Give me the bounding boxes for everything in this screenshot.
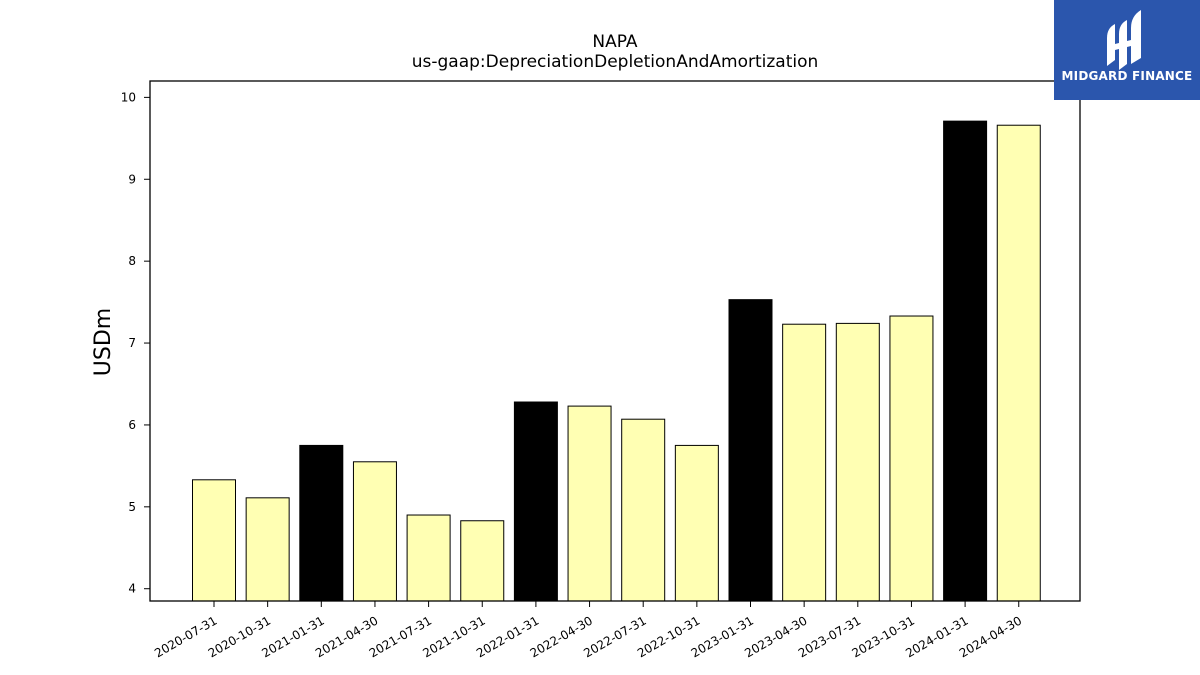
y-tick-label: 9 <box>128 172 136 186</box>
bar-2024-04-30 <box>996 124 1041 602</box>
y-tick-label: 8 <box>128 254 136 268</box>
y-tick-label: 10 <box>121 90 136 104</box>
y-tick-label: 7 <box>128 336 136 350</box>
bars-group <box>192 120 1041 602</box>
bar-2022-07-31 <box>621 418 666 602</box>
y-axis-ticks: 4 5 6 7 8 9 10 <box>121 90 150 596</box>
bar-2021-04-30 <box>352 461 397 602</box>
plot-frame <box>149 80 1081 602</box>
logo-text: MIDGARD FINANCE <box>1061 69 1193 83</box>
bar-2021-10-31 <box>460 520 505 602</box>
midgard-finance-logo: MIDGARD FINANCE <box>1054 0 1200 100</box>
y-tick-label: 6 <box>128 418 136 432</box>
bar-2021-07-31 <box>406 514 451 602</box>
x-axis-ticks: 2020-07-312020-10-312021-01-312021-04-30… <box>152 601 1024 660</box>
bar-2020-10-31 <box>245 497 290 602</box>
chart-title: NAPA <box>592 32 638 52</box>
bar-2022-01-31 <box>513 401 558 602</box>
y-axis-title: USDm <box>91 308 116 376</box>
bar-2021-01-31 <box>299 444 344 602</box>
bar-2020-07-31 <box>192 479 236 602</box>
bar-2022-10-31 <box>674 444 719 602</box>
bar-2023-07-31 <box>835 322 880 602</box>
bar-2023-01-31 <box>728 299 773 602</box>
y-tick-label: 4 <box>128 582 136 596</box>
bar-2023-04-30 <box>782 323 827 602</box>
midgard-logo-mark-icon <box>1107 10 1141 70</box>
bar-2022-04-30 <box>567 405 612 602</box>
bar-2024-01-31 <box>943 120 988 602</box>
y-tick-label: 5 <box>128 500 136 514</box>
bar-2023-10-31 <box>889 315 934 602</box>
chart-subtitle: us-gaap:DepreciationDepletionAndAmortiza… <box>411 52 819 72</box>
